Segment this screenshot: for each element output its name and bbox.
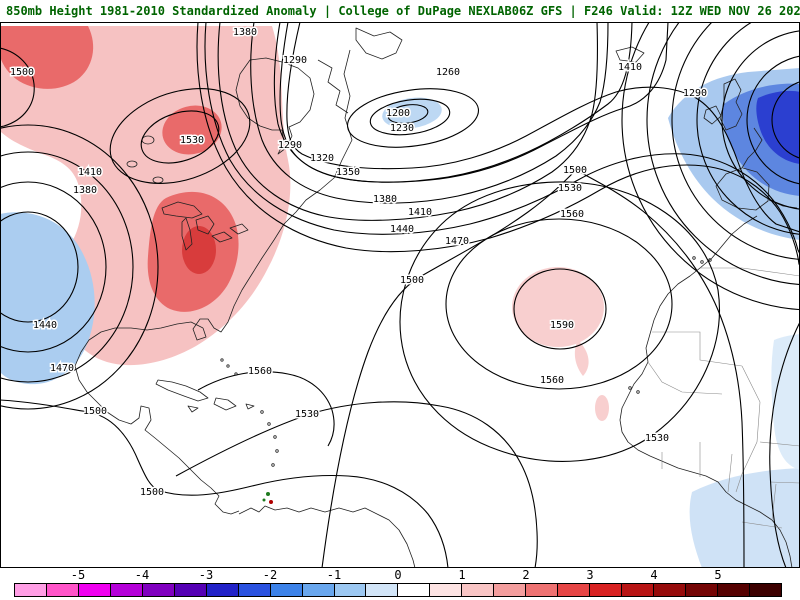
contour-label: 1560 — [540, 375, 564, 386]
colorbar-cell — [430, 584, 463, 596]
contour-label: 1590 — [550, 320, 574, 331]
contour-label: 1350 — [336, 167, 360, 178]
colorbar-cell — [334, 584, 367, 596]
colorbar-cell — [622, 584, 655, 596]
map-title: 850mb Height 1981-2010 Standardized Anom… — [6, 4, 512, 18]
contour-label: 1500 — [400, 275, 424, 286]
colorbar-cell — [110, 584, 143, 596]
colorbar-tick: -1 — [326, 568, 342, 582]
contour-label: 1530 — [180, 135, 204, 146]
contour-label: 1380 — [233, 27, 257, 38]
contour-label: 1440 — [33, 320, 57, 331]
positive-anomaly-region — [512, 267, 604, 347]
contour-labels: 1380 1500 1290 1260 1410 1290 1200 1230 1530 1290… — [8, 26, 708, 500]
negative-anomaly-region — [382, 97, 442, 129]
colorbar-cell — [206, 584, 239, 596]
colorbar-tick: 1 — [458, 568, 466, 582]
anomaly-shading — [0, 26, 800, 568]
extreme-negative-anomaly-region — [756, 90, 800, 164]
contour-label: 1410 — [78, 167, 102, 178]
colorbar-cell — [174, 584, 207, 596]
colorbar-tick: -2 — [262, 568, 278, 582]
colorbar-scale — [14, 583, 782, 597]
colorbar-tick: 5 — [714, 568, 722, 582]
surface-markers — [262, 492, 273, 504]
contour-label: 1530 — [558, 183, 582, 194]
contour-label: 1200 — [386, 108, 410, 119]
contour-label: 1470 — [50, 363, 74, 374]
contour-label: 1410 — [618, 62, 642, 73]
colorbar-tick: 2 — [522, 568, 530, 582]
colorbar-cell — [270, 584, 303, 596]
coastlines — [74, 27, 798, 568]
contour-label: 1530 — [295, 409, 319, 420]
colorbar-tick: 3 — [586, 568, 594, 582]
contour-label: 1530 — [645, 433, 669, 444]
positive-anomaly-region — [595, 395, 609, 421]
colorbar-cell — [717, 584, 750, 596]
colorbar-cell — [366, 584, 399, 596]
contour-label: 1410 — [408, 207, 432, 218]
colorbar-cell — [686, 584, 718, 596]
contour-label: 1380 — [373, 194, 397, 205]
colorbar-tick: 4 — [650, 568, 658, 582]
contour-label: 1560 — [560, 209, 584, 220]
colorbar-tick: -5 — [70, 568, 86, 582]
contour-label: 1290 — [683, 88, 707, 99]
contour-label: 1500 — [83, 406, 107, 417]
colorbar-tick: -3 — [198, 568, 214, 582]
colorbar-tick-labels: -5 -4 -3 -2 -1 0 1 2 3 4 5 — [0, 568, 800, 582]
model-valid-time: 06Z GFS | F246 Valid: 12Z WED NOV 26 202… — [511, 4, 800, 18]
colorbar-cell — [526, 584, 559, 596]
colorbar-cell — [302, 584, 335, 596]
strong-positive-anomaly-region — [162, 105, 222, 155]
positive-anomaly-region — [574, 340, 589, 376]
extreme-positive-anomaly-region — [182, 226, 216, 274]
contour-label: 1470 — [445, 236, 469, 247]
colorbar-cell — [558, 584, 591, 596]
contour-label: 1260 — [436, 67, 460, 78]
colorbar-cell — [590, 584, 623, 596]
contour-label: 1290 — [283, 55, 307, 66]
colorbar-cell — [46, 584, 79, 596]
colorbar-cell — [15, 584, 47, 596]
anomaly-map: 1380 1500 1290 1260 1410 1290 1200 1230 1530 1290… — [0, 22, 800, 568]
colorbar-cell — [749, 584, 781, 596]
colorbar-cell — [398, 584, 431, 596]
contour-label: 1500 — [10, 67, 34, 78]
contour-label: 1500 — [140, 487, 164, 498]
colorbar-cell — [78, 584, 111, 596]
colorbar: -5 -4 -3 -2 -1 0 1 2 3 4 5 — [0, 568, 800, 600]
title-bar: 850mb Height 1981-2010 Standardized Anom… — [0, 0, 800, 22]
contour-lines — [0, 22, 800, 568]
colorbar-cell — [462, 584, 495, 596]
contour-label: 1230 — [390, 123, 414, 134]
contour-label: 1560 — [248, 366, 272, 377]
colorbar-cell — [238, 584, 271, 596]
colorbar-cell — [654, 584, 687, 596]
contour-label: 1380 — [73, 185, 97, 196]
strong-positive-anomaly-region — [0, 26, 94, 89]
colorbar-cell — [142, 584, 175, 596]
colorbar-cell — [494, 584, 527, 596]
colorbar-tick: 0 — [394, 568, 402, 582]
contour-label: 1440 — [390, 224, 414, 235]
contour-label: 1290 — [278, 140, 302, 151]
negative-anomaly-region — [0, 212, 95, 385]
negative-anomaly-region — [771, 334, 800, 470]
contour-label: 1320 — [310, 153, 334, 164]
colorbar-tick: -4 — [134, 568, 150, 582]
negative-anomaly-region — [689, 468, 800, 568]
contour-label: 1500 — [563, 165, 587, 176]
